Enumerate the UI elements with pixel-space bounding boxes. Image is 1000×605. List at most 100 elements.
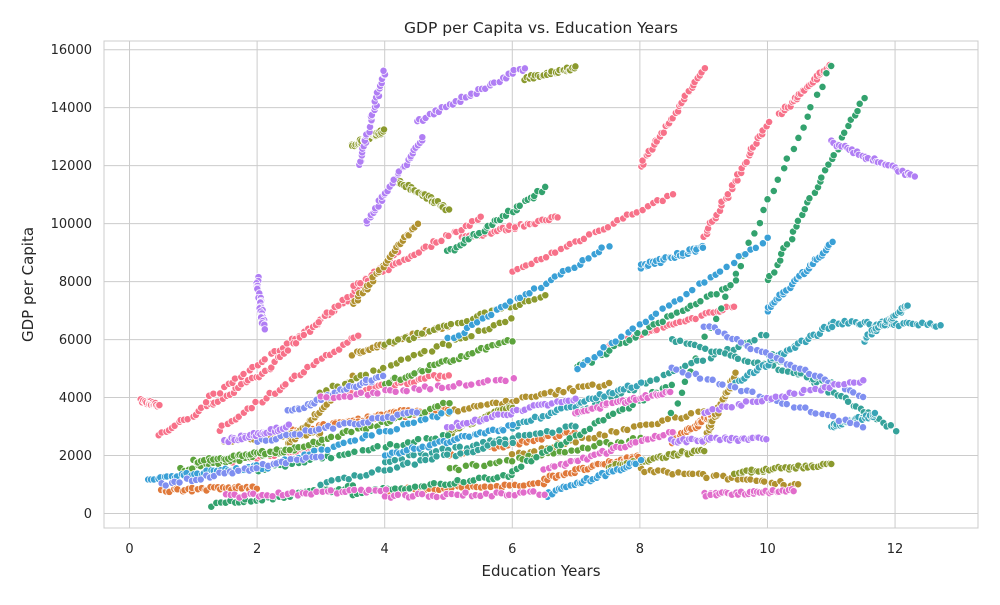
data-point <box>770 268 779 277</box>
data-point <box>595 438 604 447</box>
y-tick-label: 12000 <box>51 159 92 174</box>
data-point <box>840 128 849 137</box>
data-point <box>421 415 430 424</box>
data-point <box>379 371 388 380</box>
data-point <box>392 425 401 434</box>
data-point <box>437 409 446 418</box>
data-point <box>437 236 446 245</box>
data-point <box>717 304 726 313</box>
data-point <box>687 409 695 418</box>
data-point <box>732 276 740 285</box>
data-point <box>239 370 248 378</box>
data-point <box>638 206 647 215</box>
data-point <box>519 488 528 497</box>
data-point <box>553 213 562 222</box>
data-point <box>379 66 388 75</box>
data-point <box>393 490 402 499</box>
data-point <box>559 388 568 397</box>
data-point <box>758 239 767 248</box>
data-point <box>354 331 363 340</box>
data-point <box>828 237 837 246</box>
data-point <box>722 262 731 271</box>
data-point <box>658 196 667 205</box>
data-point <box>617 332 626 341</box>
data-point <box>731 383 739 392</box>
data-point <box>202 398 211 407</box>
data-point <box>790 389 799 398</box>
y-tick-label: 4000 <box>59 391 92 406</box>
data-point <box>418 490 427 499</box>
data-point <box>454 466 463 474</box>
data-point <box>327 476 336 485</box>
data-point <box>509 374 518 383</box>
data-point <box>773 175 782 184</box>
data-point <box>326 486 335 495</box>
data-point <box>375 427 384 436</box>
data-point <box>731 368 740 377</box>
data-point <box>314 318 323 327</box>
data-point <box>762 331 771 340</box>
data-point <box>517 462 526 471</box>
data-point <box>788 235 797 244</box>
data-point <box>811 409 820 418</box>
data-point <box>209 389 218 398</box>
data-point <box>380 125 388 134</box>
data-point <box>571 394 580 403</box>
data-point <box>760 477 769 486</box>
data-point <box>726 281 735 290</box>
data-point <box>350 447 359 456</box>
data-point <box>410 460 419 469</box>
data-point <box>515 201 524 210</box>
data-point <box>301 453 310 462</box>
data-point <box>903 301 912 310</box>
data-point <box>437 383 446 392</box>
data-point <box>684 371 693 380</box>
data-point <box>783 240 791 249</box>
data-point <box>676 295 685 304</box>
y-tick-label: 8000 <box>59 275 92 290</box>
data-point <box>799 386 808 394</box>
data-point <box>637 378 646 387</box>
data-point <box>748 387 757 396</box>
data-point <box>665 301 674 310</box>
data-point <box>281 380 290 389</box>
data-point <box>501 318 510 326</box>
data-point <box>412 408 421 417</box>
data-point <box>329 424 337 433</box>
data-point <box>638 156 647 165</box>
data-point <box>859 376 868 385</box>
data-point <box>599 416 608 425</box>
data-point <box>799 123 808 132</box>
data-point <box>658 304 667 313</box>
data-point <box>727 403 736 412</box>
data-point <box>623 425 632 434</box>
data-point <box>473 318 482 327</box>
data-point <box>936 321 945 330</box>
data-point <box>730 259 739 267</box>
data-point <box>569 387 578 396</box>
data-point <box>676 336 685 345</box>
data-point <box>859 423 867 432</box>
data-point <box>652 375 661 384</box>
data-point <box>700 64 709 73</box>
data-point <box>429 479 438 488</box>
data-point <box>525 289 534 298</box>
data-point <box>803 112 812 121</box>
data-point <box>733 354 742 363</box>
data-point <box>444 341 453 350</box>
data-point <box>445 407 454 416</box>
data-point <box>813 90 822 99</box>
data-point <box>196 475 205 484</box>
data-point <box>800 205 809 214</box>
y-tick-label: 14000 <box>51 101 92 116</box>
y-tick-label: 16000 <box>51 43 92 58</box>
data-point <box>443 333 452 342</box>
data-point <box>234 412 243 421</box>
data-point <box>855 99 864 108</box>
data-point <box>666 388 675 396</box>
data-point <box>367 431 376 440</box>
data-point <box>742 397 750 406</box>
data-point <box>545 444 554 453</box>
data-point <box>584 254 593 263</box>
